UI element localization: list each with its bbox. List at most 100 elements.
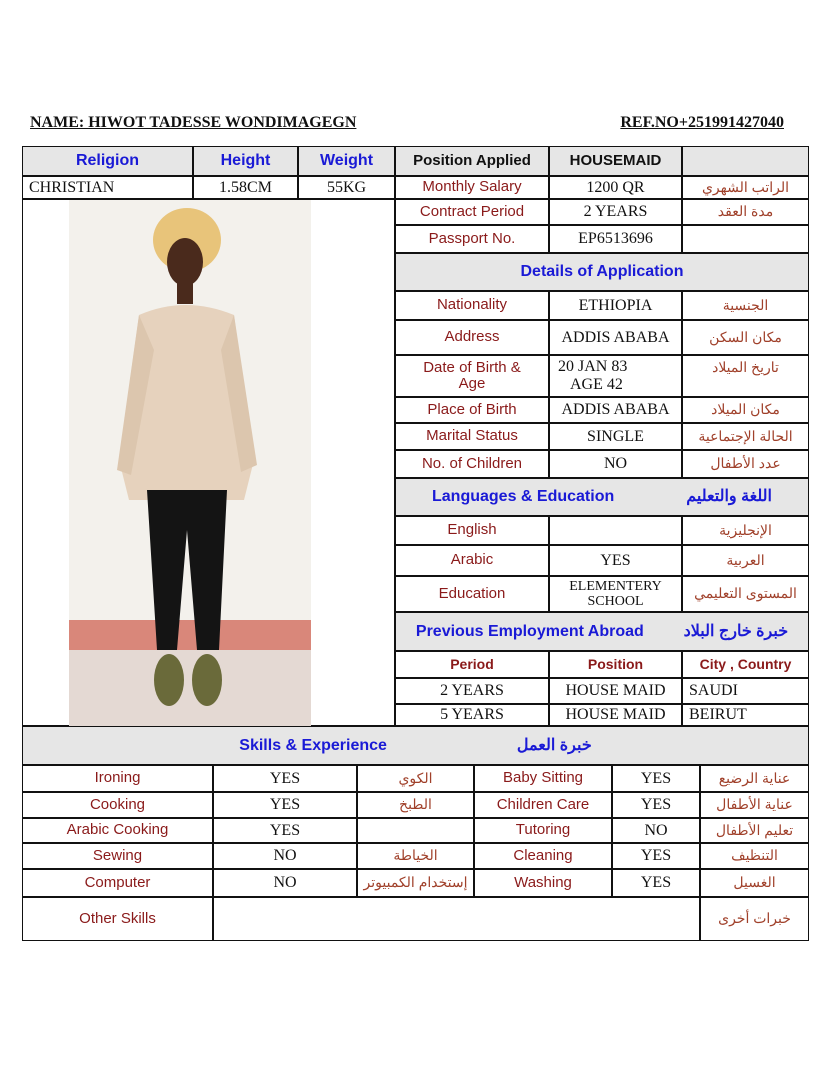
employment-col-position: Position — [549, 651, 682, 678]
age: AGE 42 — [570, 376, 623, 393]
skill-name-ar: عناية الأطفال — [700, 792, 809, 818]
employment-location: BEIRUT — [682, 704, 809, 726]
skills-title-ar: خبرة العمل — [516, 736, 592, 754]
skills-section-header: Skills & Experience خبرة العمل — [22, 726, 809, 765]
skill-name-ar: الكوي — [357, 765, 474, 792]
skill-value: YES — [213, 792, 357, 818]
other-skills-label-ar: خبرات أخرى — [700, 897, 809, 941]
skill-name-ar: تعليم الأطفال — [700, 818, 809, 843]
skill-value: NO — [213, 843, 357, 869]
skill-name: Ironing — [22, 765, 213, 792]
skill-value: NO — [612, 818, 700, 843]
employment-location: SAUDI — [682, 678, 809, 704]
address-value: ADDIS ABABA — [549, 320, 682, 355]
english-label: English — [395, 516, 549, 545]
skill-name-ar: الطبخ — [357, 792, 474, 818]
dob-value: 20 JAN 83 AGE 42 — [549, 355, 682, 397]
skill-name: Sewing — [22, 843, 213, 869]
weight-header: Weight — [298, 146, 395, 176]
other-skills-label: Other Skills — [22, 897, 213, 941]
skill-value: YES — [612, 843, 700, 869]
skill-value: YES — [612, 792, 700, 818]
skill-name: Tutoring — [474, 818, 612, 843]
contract-period-value: 2 YEARS — [549, 199, 682, 225]
skill-name-ar: الغسيل — [700, 869, 809, 897]
nationality-value: ETHIOPIA — [549, 291, 682, 320]
salary-value: 1200 QR — [549, 176, 682, 199]
skill-value: YES — [213, 818, 357, 843]
religion-header: Religion — [22, 146, 193, 176]
skill-value: NO — [213, 869, 357, 897]
skill-name: Computer — [22, 869, 213, 897]
skill-name: Cooking — [22, 792, 213, 818]
contract-period-label: Contract Period — [395, 199, 549, 225]
height-value: 1.58CM — [193, 176, 298, 199]
salary-label: Monthly Salary — [395, 176, 549, 199]
education-label-ar: المستوى التعليمي — [682, 576, 809, 612]
pob-label-ar: مكان الميلاد — [682, 397, 809, 423]
skill-name-ar: عناية الرضيع — [700, 765, 809, 792]
languages-section-header: Languages & Education اللغة والتعليم — [395, 478, 809, 516]
skill-value: YES — [612, 765, 700, 792]
blank-header — [682, 146, 809, 176]
skill-name: Cleaning — [474, 843, 612, 869]
employment-period: 2 YEARS — [395, 678, 549, 704]
arabic-value: YES — [549, 545, 682, 576]
children-value: NO — [549, 450, 682, 478]
passport-value: EP6513696 — [549, 225, 682, 253]
education-value: ELEMENTERY SCHOOL — [549, 576, 682, 612]
candidate-name: NAME: HIWOT TADESSE WONDIMAGEGN — [30, 114, 357, 131]
skill-value: YES — [213, 765, 357, 792]
employment-position: HOUSE MAID — [549, 704, 682, 726]
skill-name-ar: إستخدام الكمبيوتر — [357, 869, 474, 897]
children-label-ar: عدد الأطفال — [682, 450, 809, 478]
religion-value: CHRISTIAN — [22, 176, 193, 199]
position-applied-label: Position Applied — [395, 146, 549, 176]
position-applied-value: HOUSEMAID — [549, 146, 682, 176]
candidate-photo — [69, 200, 311, 727]
english-label-ar: الإنجليزية — [682, 516, 809, 545]
language-title: Languages & Education — [432, 488, 615, 506]
skill-value: YES — [612, 869, 700, 897]
photo-cell — [22, 199, 395, 727]
other-skills-value — [213, 897, 700, 941]
employment-col-location: City , Country — [682, 651, 809, 678]
passport-blank — [682, 225, 809, 253]
date-of-birth: 20 JAN 83 — [558, 358, 628, 376]
skills-title: Skills & Experience — [239, 736, 387, 754]
skill-name: Children Care — [474, 792, 612, 818]
skill-name: Arabic Cooking — [22, 818, 213, 843]
education-label: Education — [395, 576, 549, 612]
arabic-label: Arabic — [395, 545, 549, 576]
address-label: Address — [395, 320, 549, 355]
address-label-ar: مكان السكن — [682, 320, 809, 355]
employment-position: HOUSE MAID — [549, 678, 682, 704]
language-title-ar: اللغة والتعليم — [686, 488, 772, 506]
details-section-header: Details of Application — [395, 253, 809, 291]
skill-name-ar — [357, 818, 474, 843]
nationality-label-ar: الجنسية — [682, 291, 809, 320]
marital-label-ar: الحالة الإجتماعية — [682, 423, 809, 450]
children-label: No. of Children — [395, 450, 549, 478]
skill-name: Baby Sitting — [474, 765, 612, 792]
arabic-label-ar: العربية — [682, 545, 809, 576]
employment-title: Previous Employment Abroad — [415, 622, 644, 640]
weight-value: 55KG — [298, 176, 395, 199]
dob-label: Date of Birth & Age — [395, 355, 549, 397]
height-header: Height — [193, 146, 298, 176]
skill-name: Washing — [474, 869, 612, 897]
nationality-label: Nationality — [395, 291, 549, 320]
reference-number: REF.NO+251991427040 — [620, 114, 784, 131]
employment-period: 5 YEARS — [395, 704, 549, 726]
skill-name-ar: التنظيف — [700, 843, 809, 869]
employment-title-ar: خبرة خارج البلاد — [683, 622, 789, 640]
marital-value: SINGLE — [549, 423, 682, 450]
skill-name-ar: الخياطة — [357, 843, 474, 869]
employment-col-period: Period — [395, 651, 549, 678]
contract-period-label-ar: مدة العقد — [682, 199, 809, 225]
pob-value: ADDIS ABABA — [549, 397, 682, 423]
pob-label: Place of Birth — [395, 397, 549, 423]
employment-section-header: Previous Employment Abroad خبرة خارج البل… — [395, 612, 809, 651]
salary-label-ar: الراتب الشهري — [682, 176, 809, 199]
